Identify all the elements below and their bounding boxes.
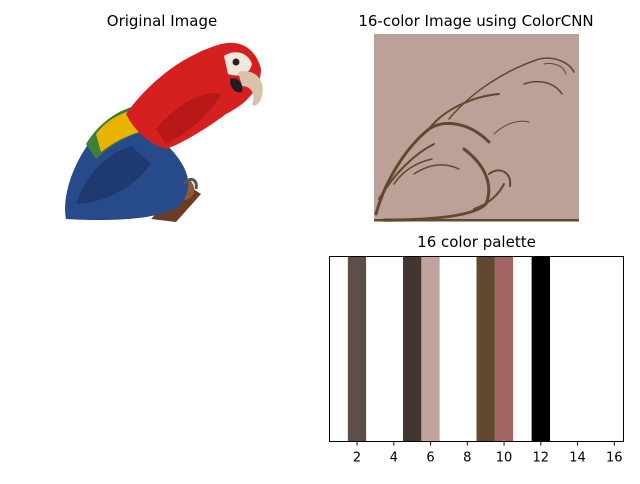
palette-bar-8 [458, 256, 477, 442]
x-tick-label: 6 [426, 451, 434, 466]
palette-bar-5 [403, 256, 422, 442]
palette-bar-3 [366, 256, 385, 442]
palette-bar-12 [531, 256, 550, 442]
palette-bar-2 [347, 256, 367, 442]
original-image-title: Original Image [106, 12, 218, 30]
x-tick-label: 4 [390, 451, 398, 466]
x-tick-label: 14 [569, 451, 586, 466]
palette-bar-7 [439, 256, 459, 442]
palette-bar-4 [384, 256, 403, 442]
palette-bar-6 [421, 256, 440, 442]
palette-bar-15 [586, 256, 606, 442]
palette-bar-13 [550, 256, 569, 442]
x-tick-label: 16 [606, 451, 623, 466]
parrot-image [65, 42, 263, 222]
palette-axes-frame [329, 256, 624, 442]
palette-bar-11 [513, 256, 532, 442]
quantized-parrot-image [374, 34, 579, 222]
palette-bar-1 [329, 256, 348, 442]
palette-bar-10 [494, 256, 514, 442]
x-tick-label: 12 [533, 451, 550, 466]
quantized-image-title: 16-color Image using ColorCNN [358, 12, 594, 30]
x-tick-label: 2 [353, 451, 361, 466]
palette-bar-9 [476, 256, 495, 442]
x-tick-label: 10 [496, 451, 513, 466]
palette-bar-16 [605, 256, 624, 442]
x-tick-label: 8 [463, 451, 471, 466]
palette-bar-14 [568, 256, 587, 442]
palette-title: 16 color palette [417, 233, 536, 251]
